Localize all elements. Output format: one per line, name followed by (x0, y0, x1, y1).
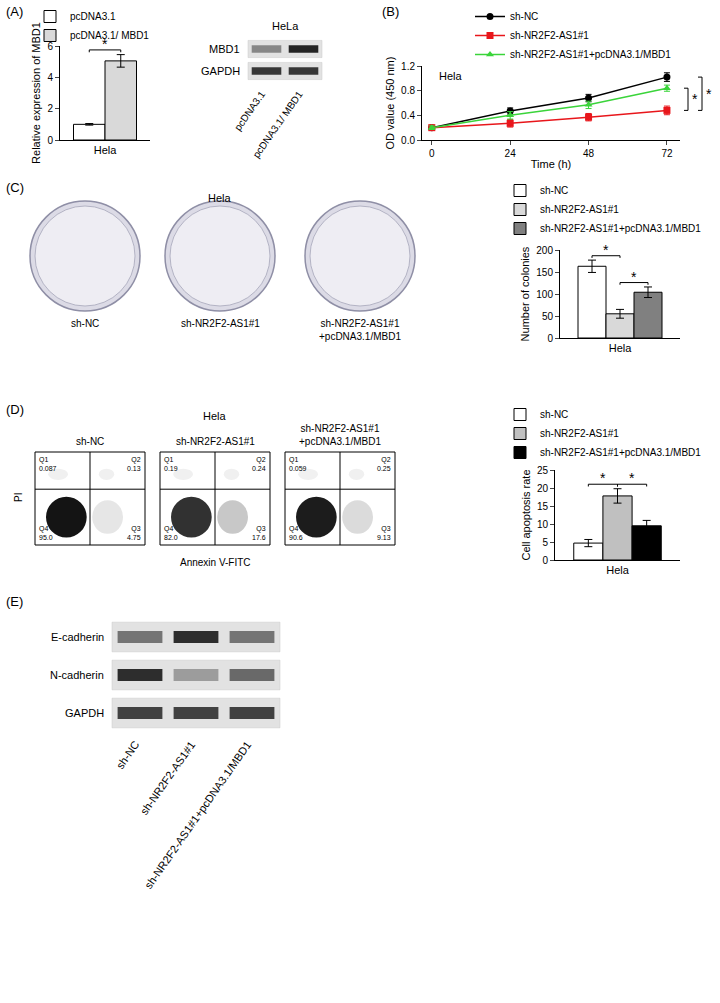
svg-text:Q10.19: Q10.19 (164, 456, 178, 472)
svg-text:Hela: Hela (609, 342, 633, 354)
svg-text:200: 200 (536, 245, 553, 256)
svg-text:pcDNA3.1: pcDNA3.1 (70, 11, 116, 22)
svg-text:Time (h): Time (h) (531, 158, 572, 170)
svg-text:0.0: 0.0 (401, 135, 415, 146)
svg-text:sh-NR2F2-AS1#1: sh-NR2F2-AS1#1 (540, 428, 619, 439)
svg-text:Q39.13: Q39.13 (377, 525, 391, 541)
svg-text:Q317.6: Q317.6 (252, 525, 266, 541)
svg-text:Q482.0: Q482.0 (164, 525, 178, 541)
svg-text:Cell apoptosis rate: Cell apoptosis rate (520, 469, 532, 560)
svg-text:*: * (631, 269, 637, 285)
svg-text:Q490.6: Q490.6 (289, 525, 303, 541)
svg-text:N-cadherin: N-cadherin (50, 669, 104, 681)
svg-text:Hela: Hela (208, 192, 232, 204)
svg-text:E-cadherin: E-cadherin (51, 631, 104, 643)
svg-text:sh-NR2F2-AS1#1: sh-NR2F2-AS1#1 (510, 30, 589, 41)
svg-text:Hela: Hela (606, 564, 630, 576)
svg-text:*: * (692, 91, 698, 107)
svg-text:Q20.13: Q20.13 (127, 456, 141, 472)
svg-text:6: 6 (47, 41, 53, 52)
svg-text:pcDNA3.1/ MBD1: pcDNA3.1/ MBD1 (70, 30, 149, 41)
svg-text:sh-NR2F2-AS1#1: sh-NR2F2-AS1#1 (138, 739, 198, 817)
svg-text:pcDNA3.1: pcDNA3.1 (232, 89, 267, 133)
svg-text:0: 0 (429, 148, 435, 159)
svg-text:15: 15 (537, 501, 549, 512)
svg-text:sh-NR2F2-AS1#1+pcDNA3.1/MBD1: sh-NR2F2-AS1#1+pcDNA3.1/MBD1 (319, 318, 401, 342)
svg-text:5: 5 (542, 537, 548, 548)
svg-text:0: 0 (547, 333, 553, 344)
svg-text:2: 2 (47, 103, 53, 114)
svg-text:Number of colonies: Number of colonies (519, 246, 531, 341)
svg-text:Q495.0: Q495.0 (39, 525, 53, 541)
svg-text:pcDNA3.1/ MBD1: pcDNA3.1/ MBD1 (251, 89, 306, 160)
svg-text:Hela: Hela (94, 144, 118, 156)
svg-text:10: 10 (537, 519, 549, 530)
svg-text:sh-NC: sh-NC (540, 409, 568, 420)
svg-text:sh-NR2F2-AS1#1+pcDNA3.1/MBD1: sh-NR2F2-AS1#1+pcDNA3.1/MBD1 (540, 223, 701, 234)
svg-text:72: 72 (661, 148, 673, 159)
svg-text:Q10.087: Q10.087 (39, 456, 57, 472)
svg-text:Q20.24: Q20.24 (252, 456, 266, 472)
svg-text:(A): (A) (6, 4, 23, 19)
svg-text:1.2: 1.2 (401, 61, 415, 72)
svg-text:Q34.75: Q34.75 (127, 525, 141, 541)
svg-text:20: 20 (537, 483, 549, 494)
svg-text:Hela: Hela (203, 410, 227, 422)
svg-text:48: 48 (583, 148, 595, 159)
svg-text:*: * (600, 470, 606, 486)
svg-text:sh-NC: sh-NC (114, 739, 142, 771)
svg-text:sh-NR2F2-AS1#1+pcDNA3.1/MBD1: sh-NR2F2-AS1#1+pcDNA3.1/MBD1 (299, 423, 381, 447)
svg-text:sh-NR2F2-AS1#1+pcDNA3.1/MBD1: sh-NR2F2-AS1#1+pcDNA3.1/MBD1 (510, 49, 671, 60)
svg-text:HeLa: HeLa (272, 20, 299, 32)
svg-text:25: 25 (537, 465, 549, 476)
svg-text:sh-NC: sh-NC (540, 185, 568, 196)
svg-text:Q10.059: Q10.059 (289, 456, 307, 472)
svg-text:sh-NR2F2-AS1#1: sh-NR2F2-AS1#1 (540, 204, 619, 215)
svg-text:Hela: Hela (439, 70, 463, 82)
svg-text:(C): (C) (6, 180, 24, 195)
svg-text:0: 0 (542, 555, 548, 566)
svg-text:Relative expression of MBD1: Relative expression of MBD1 (30, 22, 42, 164)
svg-text:150: 150 (536, 267, 553, 278)
svg-text:sh-NR2F2-AS1#1+pcDNA3.1/MBD1: sh-NR2F2-AS1#1+pcDNA3.1/MBD1 (540, 447, 701, 458)
svg-text:sh-NC: sh-NC (71, 318, 99, 329)
svg-text:4: 4 (47, 72, 53, 83)
svg-text:GAPDH: GAPDH (201, 65, 240, 77)
svg-text:0.4: 0.4 (401, 110, 415, 121)
svg-text:0.8: 0.8 (401, 85, 415, 96)
svg-text:MBD1: MBD1 (209, 43, 240, 55)
svg-text:(B): (B) (382, 4, 399, 19)
svg-text:*: * (102, 36, 108, 52)
svg-text:(E): (E) (6, 594, 23, 609)
svg-text:*: * (603, 242, 609, 258)
svg-text:GAPDH: GAPDH (65, 707, 104, 719)
svg-text:(D): (D) (6, 402, 24, 417)
svg-text:PI: PI (13, 493, 24, 502)
svg-text:Annexin V-FITC: Annexin V-FITC (180, 557, 251, 568)
svg-text:100: 100 (536, 289, 553, 300)
svg-text:0: 0 (47, 135, 53, 146)
svg-text:Q20.25: Q20.25 (377, 456, 391, 472)
svg-text:sh-NC: sh-NC (76, 436, 104, 447)
svg-text:50: 50 (542, 311, 554, 322)
svg-text:sh-NR2F2-AS1#1: sh-NR2F2-AS1#1 (181, 318, 260, 329)
svg-text:*: * (629, 470, 635, 486)
svg-text:sh-NC: sh-NC (510, 11, 538, 22)
svg-text:OD value (450 nm): OD value (450 nm) (384, 57, 396, 150)
svg-text:24: 24 (505, 148, 517, 159)
svg-text:sh-NR2F2-AS1#1: sh-NR2F2-AS1#1 (176, 436, 255, 447)
svg-text:sh-NR2F2-AS1#1+pcDNA3.1/MBD1: sh-NR2F2-AS1#1+pcDNA3.1/MBD1 (142, 739, 253, 891)
svg-text:*: * (706, 86, 712, 102)
